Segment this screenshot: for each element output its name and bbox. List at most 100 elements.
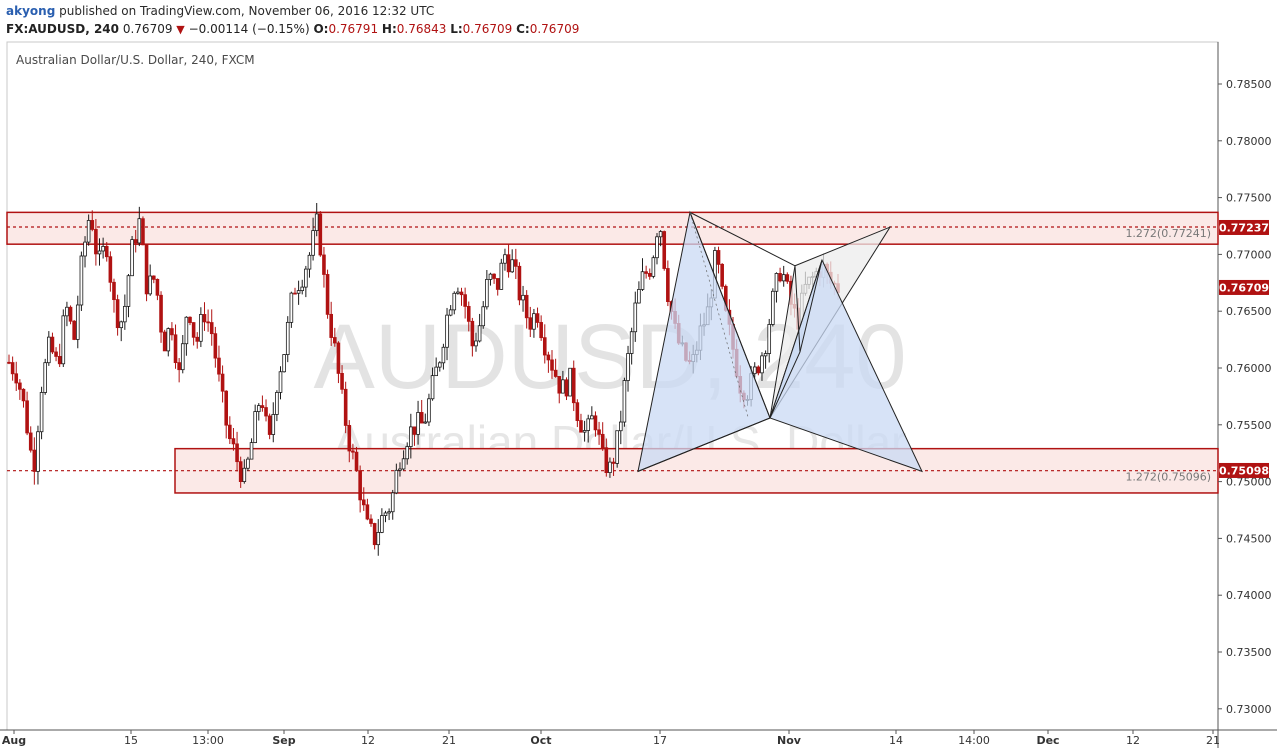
candle-body <box>267 415 272 435</box>
candle-body <box>314 213 319 231</box>
candle-body <box>177 362 181 371</box>
candle-body <box>626 353 630 381</box>
candle-body <box>528 317 533 330</box>
price-badge <box>1219 219 1269 235</box>
candle-body <box>57 356 62 365</box>
y-tick-label: 0.76500 <box>1226 305 1272 318</box>
candle-body <box>104 245 109 258</box>
zone-resistance <box>6 211 1219 245</box>
candle-body <box>593 415 598 431</box>
open-value: 0.76791 <box>328 22 379 36</box>
candle-body <box>524 294 529 319</box>
candle-body <box>36 431 40 472</box>
candle-body <box>586 418 591 431</box>
candle-body <box>300 286 305 292</box>
x-tick-label: 21 <box>442 734 456 747</box>
candle-body <box>39 392 44 433</box>
candle-body <box>231 438 236 445</box>
candle-body <box>311 230 315 256</box>
zone-labels: 1.272(0.77241) 1.272(0.75096) <box>1125 227 1211 484</box>
candle-body <box>590 415 594 420</box>
candle-body <box>184 316 189 345</box>
candle-body <box>434 366 438 377</box>
candle-body <box>539 322 543 339</box>
candle-body <box>278 371 283 393</box>
candle-body <box>760 355 764 374</box>
candle-body <box>307 254 312 270</box>
candle-body <box>123 305 127 323</box>
close-value: 0.76709 <box>529 22 580 36</box>
candle-body <box>561 379 565 394</box>
candle-body <box>94 229 98 255</box>
candle-body <box>535 313 540 323</box>
candle-body <box>152 275 156 280</box>
candle-body <box>86 220 91 243</box>
candle-body <box>336 342 341 374</box>
candle-body <box>101 245 105 252</box>
candle-body <box>629 331 634 354</box>
time-axis[interactable]: Aug 15 13:00 Sep 12 21 Oct 17 Nov 14 14:00 Dec 12 21 <box>2 730 1220 747</box>
chart-frame <box>0 41 1277 748</box>
x-tick-label: 17 <box>653 734 667 747</box>
author-link[interactable]: akyong <box>6 4 56 18</box>
candle-body <box>191 322 196 338</box>
published-text: published on TradingView.com, November 0… <box>59 4 435 18</box>
candle-body <box>756 366 761 374</box>
candle-body <box>380 515 384 533</box>
projection-abc <box>769 259 823 419</box>
candle-body <box>351 450 355 453</box>
last-price: 0.76709 <box>122 22 173 36</box>
candle-body <box>220 373 225 392</box>
candle-body <box>242 467 247 482</box>
candle-body <box>293 292 297 295</box>
candle-body <box>340 373 344 390</box>
x-tick-label: 21 <box>1206 734 1220 747</box>
y-tick-label: 0.76000 <box>1226 362 1272 375</box>
candle-body <box>459 291 464 296</box>
candle-body <box>14 373 19 384</box>
candle-body <box>18 382 22 390</box>
candle-body <box>264 407 268 417</box>
candle-body <box>716 250 721 265</box>
price-badge-label: 0.76709 <box>1219 281 1269 294</box>
candle-body <box>296 290 301 294</box>
x-tick-label: Nov <box>777 734 802 747</box>
y-tick-label: 0.74500 <box>1226 532 1272 545</box>
candle-body <box>235 443 239 463</box>
candle-body <box>50 336 55 353</box>
x-tick-label: Dec <box>1036 734 1059 747</box>
candle-body <box>492 273 496 279</box>
y-tick-label: 0.77500 <box>1226 192 1272 205</box>
candle-body <box>485 279 489 308</box>
candle-body <box>720 263 724 287</box>
candle-body <box>564 379 569 397</box>
candle-body <box>785 274 790 282</box>
candle-body <box>401 458 406 470</box>
candle-body <box>289 292 294 323</box>
pattern-leg-xb <box>637 417 771 472</box>
candle-body <box>463 294 467 307</box>
candle-body <box>521 294 525 301</box>
zone-label-support: 1.272(0.75096) <box>1125 471 1211 484</box>
candle-body <box>662 231 667 269</box>
price-badge <box>1219 462 1269 478</box>
candle-body <box>318 213 323 256</box>
candle-body <box>611 461 616 464</box>
y-tick-label: 0.78000 <box>1226 135 1272 148</box>
candle-body <box>155 278 160 296</box>
candle-body <box>173 334 178 364</box>
y-tick-label: 0.75500 <box>1226 419 1272 432</box>
candle-body <box>514 259 518 267</box>
candle-body <box>365 504 370 520</box>
candle-body <box>253 411 257 444</box>
candle-body <box>597 429 601 435</box>
price-axis[interactable]: 0.78500 0.78000 0.77500 0.77000 0.76500 0.760… <box>1218 78 1272 716</box>
candle-body <box>325 274 330 315</box>
candle-body <box>398 468 402 471</box>
candle-body <box>655 236 659 259</box>
candle-body <box>224 390 229 426</box>
candle-body <box>437 362 442 368</box>
candle-body <box>376 532 381 546</box>
candle-body <box>430 375 435 400</box>
